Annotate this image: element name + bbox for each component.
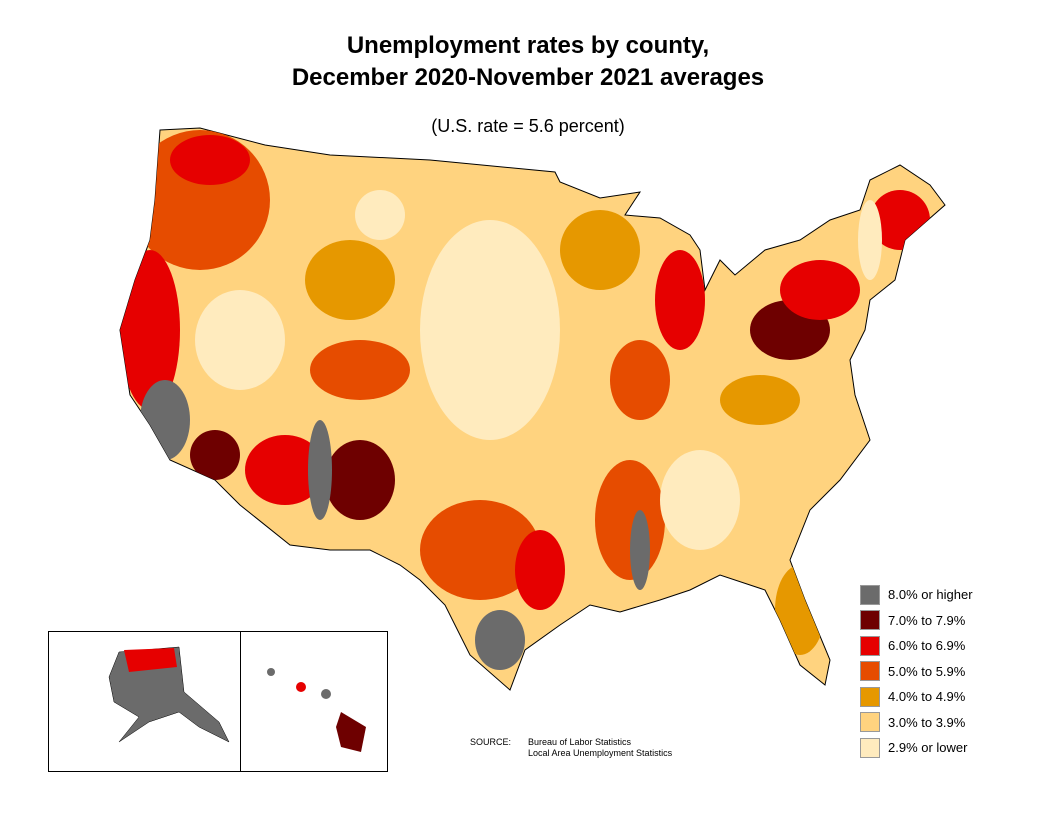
map-subtitle: (U.S. rate = 5.6 percent): [431, 116, 625, 136]
legend-label: 4.0% to 4.9%: [888, 689, 966, 705]
legend-swatch: [860, 661, 880, 682]
legend-swatch: [860, 737, 880, 758]
legend: 8.0% or higher 7.0% to 7.9% 6.0% to 6.9%…: [860, 582, 973, 761]
source-label: SOURCE:: [470, 737, 512, 747]
legend-swatch: [860, 635, 880, 656]
legend-item: 6.0% to 6.9%: [860, 633, 973, 659]
legend-item: 5.0% to 5.9%: [860, 659, 973, 685]
legend-item: 4.0% to 4.9%: [860, 684, 973, 710]
map-title-line1: Unemployment rates by county,: [346, 32, 710, 59]
source-note: SOURCE: Bureau of Labor Statistics Local …: [470, 737, 672, 759]
legend-label: 7.0% to 7.9%: [888, 612, 966, 628]
legend-item: 8.0% or higher: [860, 582, 973, 608]
source-line1: Bureau of Labor Statistics: [528, 737, 632, 747]
hawaii-inset: [240, 631, 388, 772]
legend-label: 6.0% to 6.9%: [888, 638, 966, 654]
legend-label: 8.0% or higher: [888, 587, 973, 603]
legend-item: 3.0% to 3.9%: [860, 710, 973, 736]
map-title-line2: December 2020-November 2021 averages: [291, 64, 765, 91]
alaska-inset: [48, 631, 242, 772]
legend-label: 2.9% or lower: [888, 740, 968, 756]
legend-swatch: [860, 686, 880, 707]
legend-swatch: [860, 584, 880, 605]
legend-item: 2.9% or lower: [860, 735, 973, 761]
legend-swatch: [860, 712, 880, 733]
legend-label: 5.0% to 5.9%: [888, 663, 966, 679]
source-line2: Local Area Unemployment Statistics: [528, 748, 673, 758]
legend-item: 7.0% to 7.9%: [860, 608, 973, 634]
legend-label: 3.0% to 3.9%: [888, 714, 966, 730]
legend-swatch: [860, 610, 880, 631]
